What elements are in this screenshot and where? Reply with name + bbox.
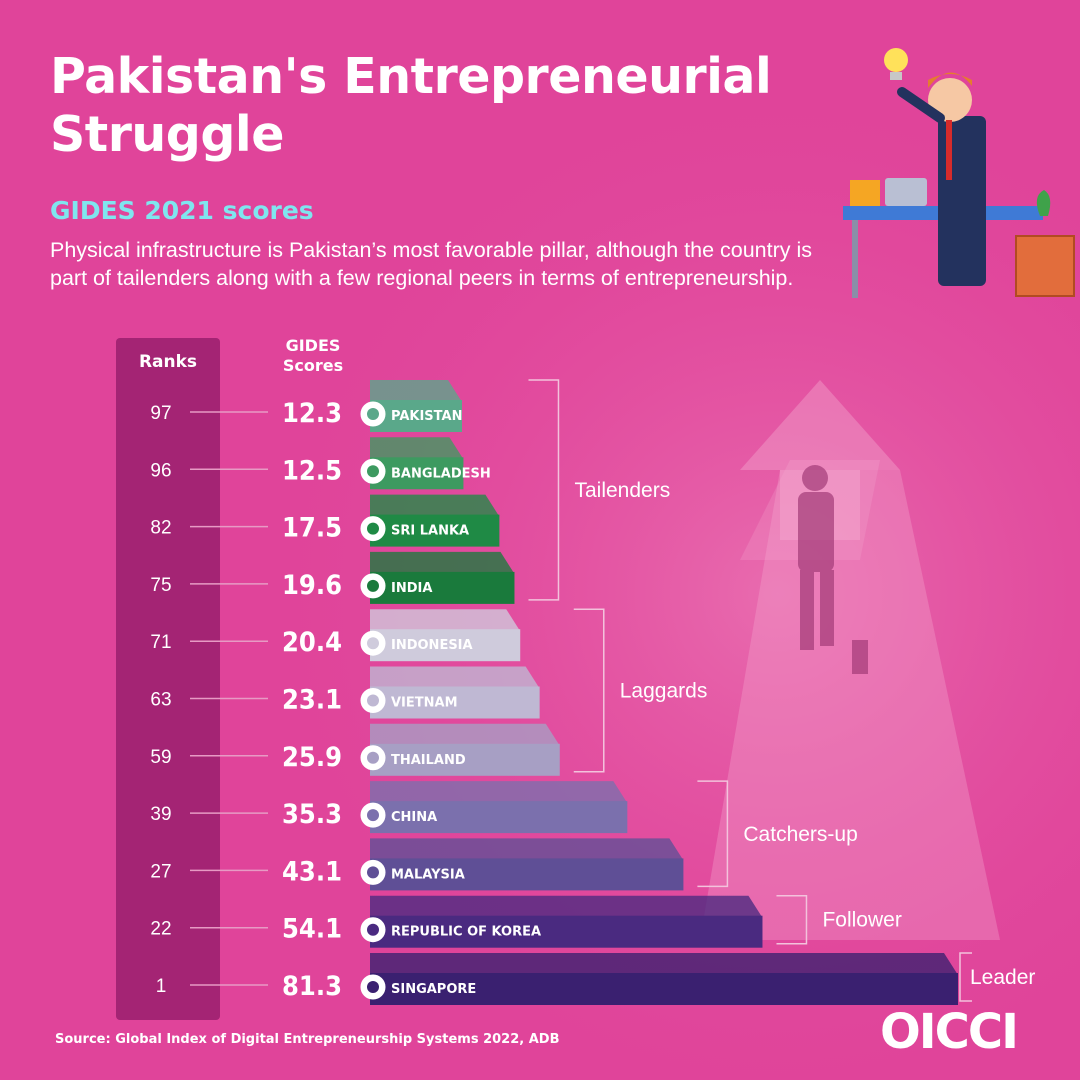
country-label: BANGLADESH: [391, 466, 491, 481]
country-label: MALAYSIA: [391, 867, 465, 882]
country-flag-icon: [367, 465, 379, 478]
bar: [370, 514, 500, 547]
rank-label: 97: [150, 403, 171, 424]
country-label: INDONESIA: [391, 638, 473, 653]
bar-top-face: [370, 666, 540, 689]
rank-label: 75: [150, 575, 171, 596]
group-bracket: [697, 780, 729, 888]
group-label: Follower: [822, 909, 901, 932]
businessman-illustration: [843, 48, 1075, 298]
score-value-label: 25.9: [282, 742, 342, 773]
bar: [370, 686, 540, 719]
scores-header-line1: GIDES: [285, 336, 341, 355]
rank-label: 82: [150, 518, 171, 539]
group-bracket: [959, 952, 972, 1002]
rank-label: 96: [150, 460, 171, 481]
bar-top-face: [370, 781, 628, 804]
ranks-header: Ranks: [138, 352, 198, 372]
bar-top-face: [370, 838, 684, 861]
score-value-label: 17.5: [282, 513, 342, 544]
country-flag-icon: [367, 809, 379, 822]
background-arrow: [740, 380, 900, 540]
country-label: REPUBLIC OF KOREA: [391, 925, 541, 940]
score-value-label: 20.4: [282, 627, 342, 658]
country-label: VIETNAM: [391, 696, 458, 711]
bar-top-face: [370, 609, 521, 632]
country-flag-icon: [367, 694, 379, 707]
group-label: Laggards: [620, 680, 708, 703]
country-flag-icon: [367, 408, 379, 420]
rank-label: 1: [156, 976, 167, 997]
score-value-label: 12.5: [282, 455, 342, 486]
score-value-label: 23.1: [282, 685, 342, 716]
score-value-label: 54.1: [282, 914, 342, 945]
background-stairs: [700, 470, 1000, 940]
country-flag-icon: [367, 522, 379, 535]
rank-label: 22: [150, 919, 171, 940]
score-value-label: 81.3: [282, 971, 342, 1002]
chart-subtitle: GIDES 2021 scores: [50, 196, 314, 225]
score-value-label: 43.1: [282, 856, 342, 887]
bar: [370, 457, 464, 490]
bar-top-face: [370, 380, 462, 402]
group-label: Leader: [970, 966, 1035, 989]
country-flag-icon: [367, 579, 379, 592]
bar-top-face: [370, 723, 560, 746]
chart-description: Physical infrastructure is Pakistan’s mo…: [50, 238, 813, 290]
rank-label: 27: [150, 861, 171, 882]
country-flag-icon: [367, 866, 379, 879]
scores-header: GIDES Scores: [268, 336, 358, 376]
country-flag-icon: [367, 981, 379, 993]
brand-logo: OICCI: [880, 1004, 1019, 1060]
country-flag-icon: [367, 637, 379, 650]
group-label: Catchers-up: [743, 823, 857, 846]
walking-man-silhouette: [798, 465, 868, 674]
source-note: Source: Global Index of Digital Entrepre…: [55, 1032, 560, 1047]
bar: [370, 629, 521, 662]
rank-label: 59: [150, 747, 171, 768]
bar-top-face: [370, 895, 763, 918]
group-bracket: [528, 379, 560, 601]
bar: [370, 801, 628, 834]
bar: [370, 858, 684, 891]
bar-top-face: [370, 953, 958, 975]
score-value-label: 35.3: [282, 799, 342, 830]
bar-top-face: [370, 551, 515, 574]
rank-label: 71: [150, 632, 171, 653]
rank-label: 39: [150, 804, 171, 825]
bar: [370, 743, 560, 776]
country-flag-icon: [367, 923, 379, 936]
country-label: SRI LANKA: [391, 524, 469, 539]
country-flag-icon: [367, 751, 379, 764]
group-bracket: [776, 894, 808, 945]
bar: [370, 571, 515, 604]
score-value-label: 12.3: [282, 398, 342, 429]
country-label: THAILAND: [391, 753, 466, 768]
ranks-column: [116, 338, 220, 1020]
country-label: PAKISTAN: [391, 409, 462, 424]
rank-label: 63: [150, 690, 171, 711]
country-label: SINGAPORE: [391, 982, 476, 997]
group-label: Tailenders: [574, 479, 670, 502]
bar-top-face: [370, 437, 464, 460]
country-label: CHINA: [391, 810, 437, 825]
page-title: Pakistan's Entrepreneurial Struggle: [50, 48, 772, 163]
country-label: INDIA: [391, 581, 432, 596]
bar-top-face: [370, 494, 500, 517]
group-bracket: [573, 608, 605, 773]
score-value-label: 19.6: [282, 570, 342, 601]
scores-header-line2: Scores: [282, 356, 344, 375]
bar: [370, 973, 958, 1005]
bar: [370, 915, 763, 948]
